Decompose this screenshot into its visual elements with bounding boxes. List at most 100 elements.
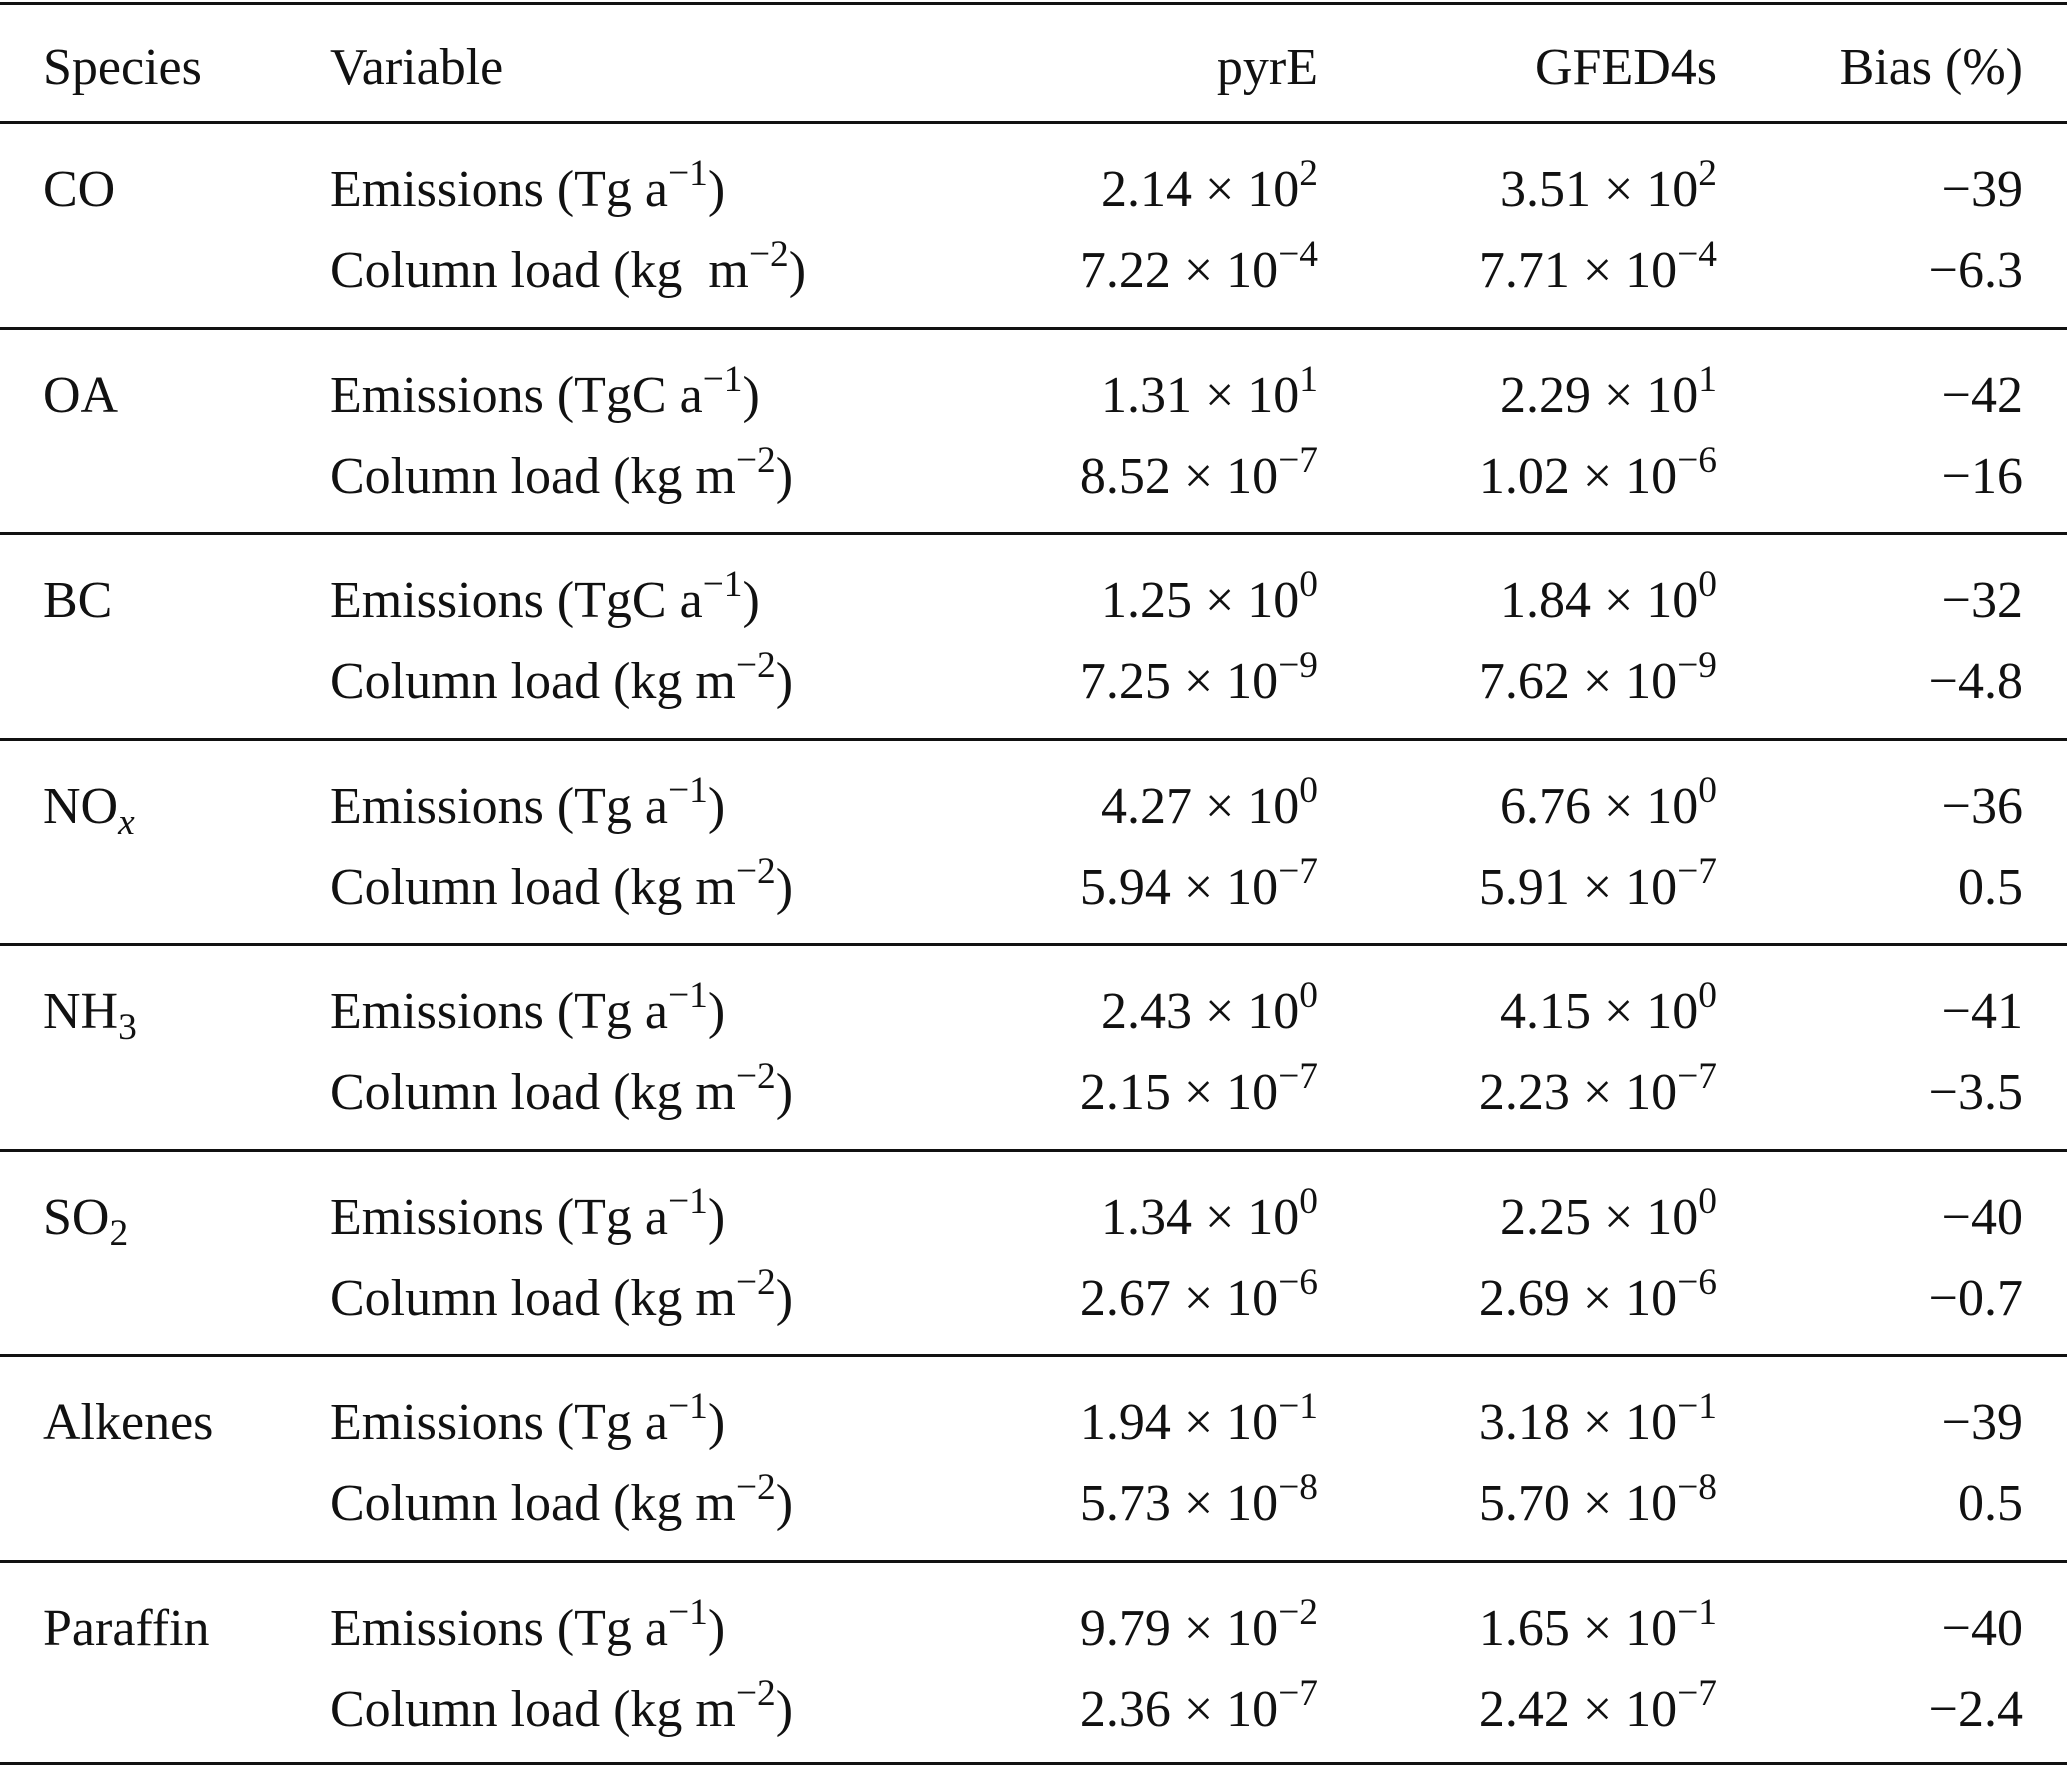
pyre-value: 5.73 × 10−8 bbox=[1080, 1469, 1318, 1530]
gfed-value: 2.23 × 10−7 bbox=[1478, 1058, 1717, 1121]
sup-script: −6 bbox=[1677, 439, 1717, 481]
bias-value: −16 bbox=[1941, 447, 2023, 505]
sup-script: −7 bbox=[1278, 850, 1318, 892]
text-run: ) bbox=[775, 653, 794, 710]
pyre-value: 7.22 × 10−4 bbox=[1080, 236, 1318, 297]
text-run: CO bbox=[43, 161, 116, 218]
rule-line bbox=[0, 2, 2067, 5]
bias-value: −36 bbox=[1941, 777, 2023, 835]
text-run: ) bbox=[707, 161, 726, 218]
rule-line bbox=[0, 737, 2067, 741]
text-run: 2.36 × 10 bbox=[1079, 1680, 1279, 1738]
text-run: Emissions (Tg a bbox=[330, 777, 668, 835]
species-name: Alkenes bbox=[43, 1397, 213, 1449]
rule-line bbox=[0, 1354, 2067, 1357]
variable-name: Column load (kg m−2) bbox=[330, 853, 794, 916]
text-run: 5.94 × 10 bbox=[1079, 858, 1279, 916]
text-run: 1.84 × 10 bbox=[1499, 572, 1699, 629]
gfed-value: 6.76 × 100 bbox=[1500, 772, 1717, 833]
text-run: 2.43 × 10 bbox=[1100, 983, 1300, 1040]
sup-script: −7 bbox=[1278, 1056, 1318, 1098]
pyre-value: 1.25 × 100 bbox=[1100, 566, 1318, 629]
text-run: 7.62 × 10 bbox=[1478, 653, 1678, 710]
column-header: Bias (%) bbox=[1839, 39, 2023, 96]
text-run: Emissions (TgC a bbox=[330, 572, 703, 629]
gfed-value: 2.29 × 101 bbox=[1500, 361, 1717, 422]
sup-script: 0 bbox=[1299, 975, 1318, 1017]
text-run: Alkenes bbox=[43, 1394, 214, 1451]
variable-name: Emissions (TgC a−1) bbox=[330, 566, 760, 629]
text-run: SO bbox=[43, 1188, 110, 1246]
text-run: Column load (kg m bbox=[330, 447, 736, 505]
text-run: NH bbox=[43, 983, 119, 1040]
sub-script: x bbox=[118, 801, 135, 843]
sup-script: 1 bbox=[1299, 358, 1318, 400]
rule-line bbox=[0, 532, 2067, 535]
bias-value: −2.4 bbox=[1928, 1680, 2023, 1738]
variable-name: Column load (kg m−2) bbox=[330, 647, 794, 710]
text-run: ) bbox=[775, 858, 794, 916]
variable-name: Column load (kg m−2) bbox=[330, 1058, 793, 1119]
sup-script: 0 bbox=[1698, 1180, 1717, 1222]
gfed-value: 5.70 × 10−8 bbox=[1479, 1469, 1717, 1530]
variable-name: Emissions (Tg a−1) bbox=[330, 1594, 725, 1655]
sup-script: −7 bbox=[1278, 439, 1318, 481]
text-run: Column load (kg m bbox=[330, 858, 736, 916]
column-header: GFED4s bbox=[1534, 39, 1717, 96]
rule-line bbox=[0, 943, 2067, 946]
pyre-value: 5.94 × 10−7 bbox=[1079, 853, 1318, 916]
sup-script: −2 bbox=[1278, 1591, 1318, 1633]
rule-line bbox=[0, 1559, 2067, 1563]
gfed-value: 4.15 × 100 bbox=[1500, 977, 1717, 1038]
text-run: Column load (kg m bbox=[330, 1269, 736, 1327]
variable-name: Emissions (TgC a−1) bbox=[330, 361, 760, 424]
sup-script: 2 bbox=[1299, 153, 1318, 195]
sup-script: −2 bbox=[748, 234, 789, 276]
variable-name: Emissions (Tg a−1) bbox=[330, 772, 725, 835]
sup-script: 0 bbox=[1299, 1180, 1318, 1222]
bias-value: 0.5 bbox=[1958, 1475, 2023, 1532]
gfed-value: 1.02 × 10−6 bbox=[1479, 442, 1717, 503]
text-run: 2.23 × 10 bbox=[1478, 1064, 1678, 1121]
sup-script: −1 bbox=[702, 358, 743, 400]
text-run: 2.25 × 10 bbox=[1499, 1188, 1699, 1246]
variable-name: Emissions (Tg a−1) bbox=[330, 1388, 725, 1449]
pyre-value: 1.34 × 100 bbox=[1101, 1183, 1318, 1244]
text-run: 2.67 × 10 bbox=[1079, 1269, 1279, 1327]
variable-name: Column load (kg m−2) bbox=[330, 1469, 793, 1530]
pyre-value: 2.43 × 100 bbox=[1100, 977, 1318, 1040]
sup-script: −1 bbox=[667, 1591, 708, 1633]
pyre-value: 2.14 × 102 bbox=[1100, 155, 1318, 218]
text-run: 2.42 × 10 bbox=[1478, 1680, 1678, 1738]
sup-script: −6 bbox=[1677, 1261, 1717, 1303]
sup-script: −1 bbox=[667, 769, 708, 811]
bias-value: −40 bbox=[1941, 1599, 2023, 1657]
pyre-value: 2.67 × 10−6 bbox=[1079, 1264, 1318, 1327]
text-run: 2.14 × 10 bbox=[1100, 161, 1300, 218]
variable-name: Column load (kg m−2) bbox=[330, 236, 806, 297]
text-run: 5.91 × 10 bbox=[1478, 858, 1678, 916]
text-run: BC bbox=[43, 572, 113, 629]
variable-name: Column load (kg m−2) bbox=[330, 1675, 793, 1736]
sup-script: −2 bbox=[735, 850, 776, 892]
text-run: ) bbox=[775, 447, 794, 505]
text-run: Paraffin bbox=[43, 1599, 210, 1657]
text-run: Emissions (Tg a bbox=[330, 983, 668, 1040]
pyre-value: 9.79 × 10−2 bbox=[1079, 1594, 1318, 1657]
text-run: 1.25 × 10 bbox=[1100, 572, 1300, 629]
text-run: ) bbox=[707, 1188, 726, 1246]
pyre-value: 8.52 × 10−7 bbox=[1079, 442, 1318, 505]
gfed-value: 3.18 × 10−1 bbox=[1479, 1388, 1717, 1449]
bias-value: −42 bbox=[1941, 366, 2023, 424]
sup-script: −2 bbox=[735, 1672, 776, 1714]
text-run: ) bbox=[742, 366, 760, 424]
gfed-value: 3.51 × 102 bbox=[1500, 155, 1717, 216]
text-run: 8.52 × 10 bbox=[1079, 447, 1279, 505]
sup-script: −6 bbox=[1278, 1261, 1318, 1303]
text-run: 9.79 × 10 bbox=[1079, 1599, 1279, 1657]
sup-script: 0 bbox=[1299, 769, 1318, 811]
sup-script: −7 bbox=[1677, 850, 1717, 892]
rule-line bbox=[0, 1762, 2067, 1765]
text-run: Emissions (TgC a bbox=[330, 366, 703, 424]
text-run: Emissions (Tg a bbox=[330, 1188, 668, 1246]
